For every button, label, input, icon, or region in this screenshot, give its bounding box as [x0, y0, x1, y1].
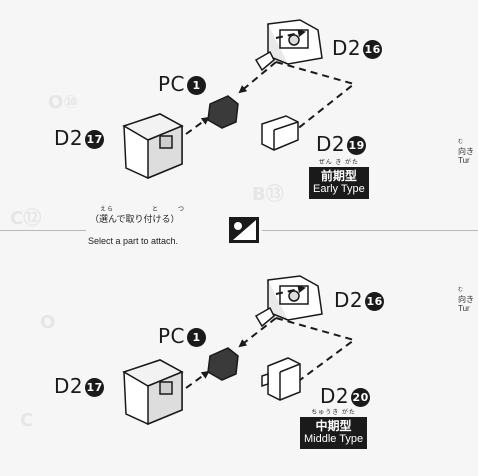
watermark-3: C⑫ [10, 208, 42, 229]
attach-stamp-icon [229, 217, 259, 243]
side-note-2-jp: 向き [458, 295, 474, 304]
middle-type-ruby: ちゅうき がた [311, 410, 356, 416]
side-note-1-en: Tur [458, 156, 470, 165]
top-pc-1-label: PC 1 [158, 72, 207, 96]
bottom-d2-16-text: D2 [334, 288, 364, 312]
side-note-1-jp: 向き [458, 147, 474, 156]
bottom-d2-17-label: D2 17 [54, 374, 105, 398]
side-note-2-ruby: む [458, 287, 464, 293]
middle-type-box: 中期型 Middle Type [300, 417, 368, 449]
select-ruby-1: えら [100, 207, 115, 213]
top-d2-17-text: D2 [54, 126, 84, 150]
watermark-2: B⑬ [252, 184, 284, 205]
top-d2-19-number: 19 [347, 136, 367, 155]
side-note-2-en: Tur [458, 304, 470, 313]
side-note-1: む 向き Tur [458, 138, 474, 165]
d2-16-frame-part-bottom [254, 275, 323, 328]
top-d2-19-text: D2 [316, 132, 346, 156]
bottom-d2-20-text: D2 [320, 384, 350, 408]
top-d2-16-number: 16 [363, 40, 383, 59]
pc-polycap-top [207, 95, 239, 129]
d2-19-small-part-top [261, 115, 299, 151]
bottom-pc-1-label: PC 1 [158, 324, 207, 348]
bottom-pc-number: 1 [187, 328, 207, 347]
early-type-tag: ぜん き がた 前期型 Early Type [309, 159, 369, 199]
middle-type-tag: ちゅうき がた 中期型 Middle Type [300, 409, 368, 449]
select-ruby-2: と [152, 207, 160, 213]
middle-type-en: Middle Type [304, 433, 364, 445]
watermark-1: O⑩ [48, 92, 79, 113]
select-ruby-3: つ [178, 207, 186, 213]
divider-line-left [0, 230, 86, 231]
side-note-2: む 向き Tur [458, 286, 474, 313]
top-d2-16-label: D2 16 [332, 36, 383, 60]
bottom-d2-16-number: 16 [365, 292, 385, 311]
pc-polycap-bottom [207, 347, 239, 381]
top-d2-16-text: D2 [332, 36, 362, 60]
top-pc-text: PC [158, 72, 186, 96]
top-d2-17-number: 17 [85, 130, 105, 149]
divider-line-right [262, 230, 478, 231]
bottom-step-art [122, 275, 357, 426]
top-d2-19-label: D2 19 [316, 132, 367, 156]
select-part-en: Select a part to attach. [88, 236, 179, 246]
watermark-5: C [20, 410, 34, 431]
bottom-d2-20-label: D2 20 [320, 384, 371, 408]
bottom-d2-17-number: 17 [85, 378, 105, 397]
early-type-jp: 前期型 [320, 169, 357, 183]
d2-16-frame-part-top [254, 19, 323, 72]
watermark-4: O [40, 312, 56, 333]
bottom-d2-20-number: 20 [351, 388, 371, 407]
d2-17-block-part-bottom [122, 359, 184, 426]
early-type-ruby: ぜん き がた [318, 160, 360, 166]
bottom-pc-text: PC [158, 324, 186, 348]
top-d2-17-label: D2 17 [54, 126, 105, 150]
top-step-art [122, 19, 357, 180]
early-type-en: Early Type [313, 183, 365, 195]
bottom-d2-17-text: D2 [54, 374, 84, 398]
top-pc-number: 1 [187, 76, 207, 95]
early-type-box: 前期型 Early Type [309, 167, 369, 199]
middle-type-jp: 中期型 [315, 419, 352, 433]
side-note-1-ruby: む [458, 139, 464, 145]
d2-20-small-part-bottom [261, 357, 301, 401]
bottom-d2-16-label: D2 16 [334, 288, 385, 312]
select-part-jp: （選んで取り付ける） [90, 215, 180, 225]
d2-17-block-part-top [122, 113, 184, 180]
